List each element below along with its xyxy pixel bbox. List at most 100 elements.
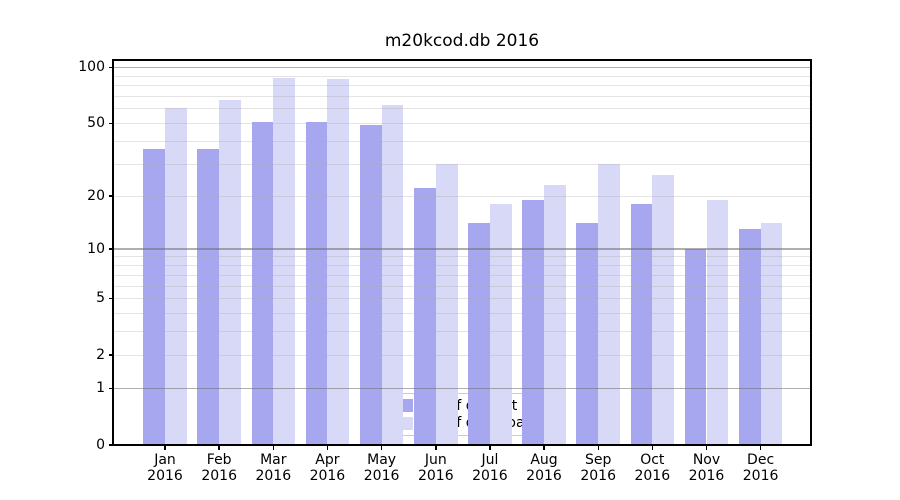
x-tick-mark-mar [272,446,275,450]
y-tick-label-100: 100 [78,59,105,76]
gridline-minor [114,163,810,165]
bar-distinct-ips-apr [305,121,328,444]
x-tick-month: Jul [481,452,499,468]
bar-downloads-nov [706,199,729,444]
y-tick-label-10: 10 [87,240,105,257]
y-tick-mark-2 [109,354,113,356]
gridline-minor [114,256,810,258]
x-tick-year: 2016 [472,468,508,484]
bar-distinct-ips-jun [413,188,436,444]
y-tick-label-2: 2 [96,346,105,363]
y-tick-mark-10 [109,248,113,250]
axis-spine-bottom [112,444,812,446]
x-tick-label-nov: Nov 2016 [677,452,737,484]
x-tick-month: Sep [584,452,612,468]
x-tick-month: Oct [640,452,665,468]
gridline-minor [114,108,810,110]
x-tick-year: 2016 [580,468,616,484]
x-tick-label-mar: Mar 2016 [243,452,303,484]
bar-distinct-ips-aug [522,199,545,444]
bar-downloads-apr [327,79,350,444]
x-tick-label-sep: Sep 2016 [568,452,628,484]
x-tick-mark-jan [164,446,166,450]
x-tick-year: 2016 [417,468,454,484]
bar-downloads-aug [544,184,566,444]
x-tick-mark-feb [218,446,220,450]
y-tick-label-1: 1 [96,380,105,396]
x-tick-mark-nov [705,446,708,450]
x-tick-year: 2016 [634,468,671,484]
x-tick-year: 2016 [742,468,779,484]
gridline-minor [114,195,810,197]
y-tick-label-5: 5 [96,290,105,307]
x-tick-label-dec: Dec 2016 [731,452,791,484]
x-tick-mark-aug [543,446,545,450]
gridline-minor [114,140,810,142]
bar-downloads-feb [219,99,241,444]
gridline-minor [114,354,810,356]
chart-title: m20kcod.db 2016 [384,31,540,51]
x-tick-year: 2016 [255,468,292,484]
bar-distinct-ips-oct [630,203,653,444]
bar-distinct-ips-jan [143,149,165,444]
y-tick-label-50: 50 [87,115,105,132]
y-tick-mark-0 [109,444,113,446]
x-tick-month: Dec [747,452,775,468]
x-tick-month: Mar [260,452,287,468]
gridline-major [114,248,810,250]
x-tick-month: Apr [315,452,340,468]
gridline-minor [114,285,810,287]
x-tick-mark-jun [435,446,437,450]
x-tick-year: 2016 [201,468,237,484]
bar-downloads-jan [165,108,187,444]
bar-distinct-ips-feb [197,149,220,444]
x-tick-label-jun: Jun 2016 [406,452,466,484]
x-tick-mark-oct [651,446,654,450]
legend-row: Nb of distinct IPs [385,398,541,414]
x-tick-mark-may [380,446,383,450]
bar-downloads-oct [652,175,675,444]
bar-downloads-jun [435,163,458,444]
gridline-minor [114,265,810,266]
y-tick-label-20: 20 [87,187,105,204]
x-tick-year: 2016 [526,468,562,484]
x-tick-month: Jan [154,452,176,468]
x-tick-month: Feb [206,452,232,468]
x-tick-year: 2016 [309,468,346,484]
bar-distinct-ips-dec [738,228,761,444]
bar-distinct-ips-nov [684,248,707,444]
y-tick-mark-1 [109,387,113,389]
bar-downloads-jul [489,203,512,444]
x-tick-label-jan: Jan 2016 [135,452,195,484]
gridline-minor [114,75,810,77]
bar-distinct-ips-may [359,124,382,444]
x-tick-label-oct: Oct 2016 [622,452,682,484]
x-tick-label-apr: Apr 2016 [297,452,357,484]
x-tick-year: 2016 [363,468,400,484]
bar-downloads-may [381,104,404,444]
x-tick-month: Nov [692,452,721,468]
gridline-minor [114,274,810,276]
x-tick-mark-jul [489,446,491,450]
x-tick-label-jul: Jul 2016 [460,452,520,484]
x-tick-mark-sep [597,446,599,450]
gridline-major [114,387,810,390]
bar-downloads-mar [273,77,296,444]
gridline-minor [114,313,810,314]
y-tick-mark-50 [109,122,113,125]
gridline-minor [114,85,810,87]
x-tick-mark-dec [759,446,762,450]
x-tick-label-feb: Feb 2016 [189,452,249,484]
axis-spine-left [112,59,114,446]
x-tick-year: 2016 [688,468,725,484]
x-tick-year: 2016 [147,468,183,484]
gridline-minor [114,96,810,97]
y-tick-mark-20 [109,195,113,197]
y-tick-mark-100 [109,66,113,69]
y-tick-label-0: 0 [96,436,105,453]
x-tick-label-aug: Aug 2016 [514,452,574,484]
axis-spine-right [810,59,812,446]
legend-row: Nb of downloads [385,415,541,431]
x-tick-month: May [367,452,397,468]
